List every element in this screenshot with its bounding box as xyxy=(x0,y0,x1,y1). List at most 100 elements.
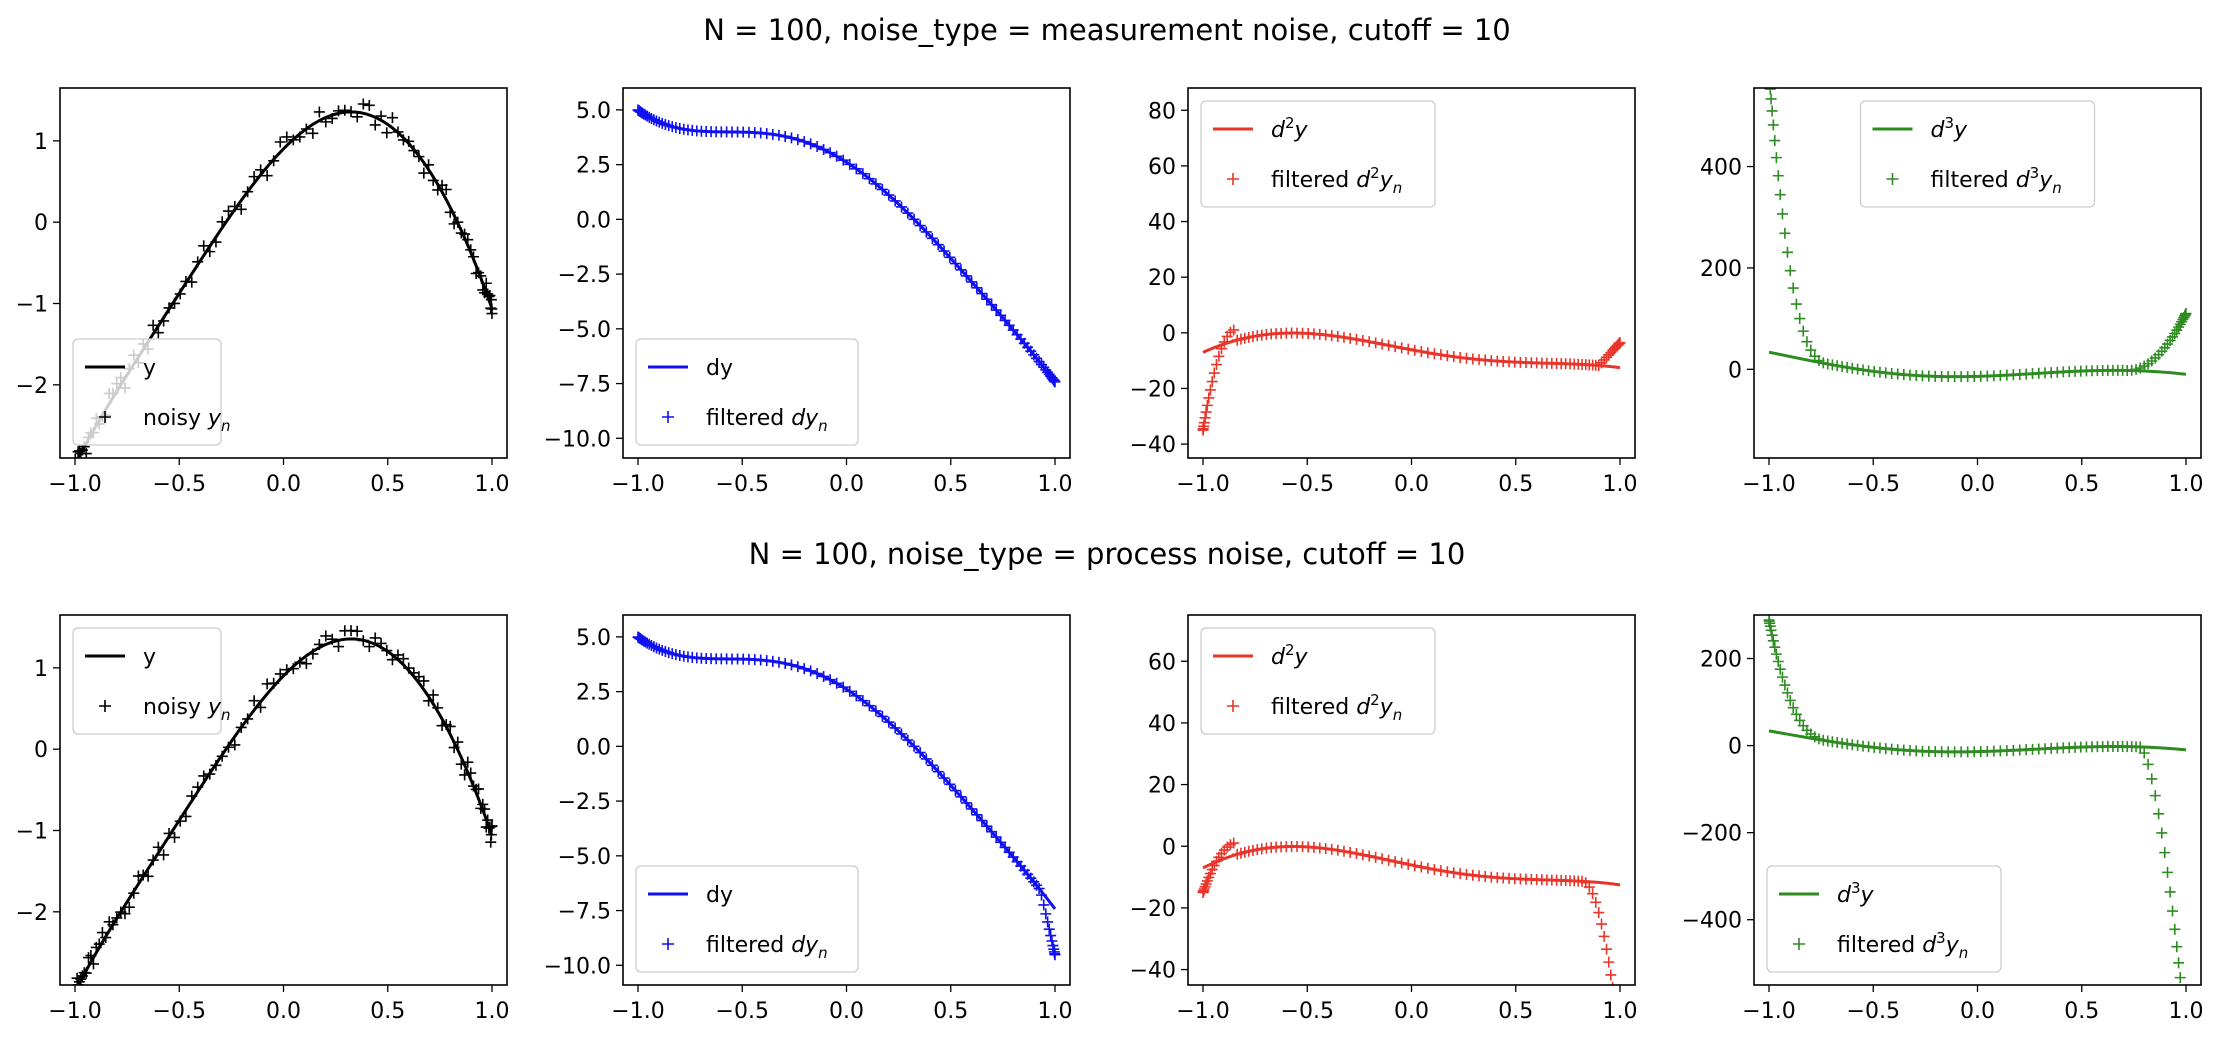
legend: d3y filtered d3yn xyxy=(1859,100,2096,208)
x-tick-label: −0.5 xyxy=(153,472,206,497)
series-marker-d3y xyxy=(1826,359,1838,371)
series-marker-d2y xyxy=(1338,845,1350,857)
series-marker-y xyxy=(74,453,77,458)
axes-frame xyxy=(1187,87,1636,459)
series-marker-d3y xyxy=(1770,648,1782,660)
series-marker-y xyxy=(255,701,267,713)
series-marker-d3y xyxy=(1787,282,1799,294)
series-marker-y xyxy=(111,912,123,924)
series-marker-dy xyxy=(896,201,908,213)
axes-frame xyxy=(1753,87,2202,459)
series-marker-y xyxy=(300,658,312,670)
series-marker-d3y xyxy=(1822,358,1834,370)
series-marker-d3y xyxy=(2153,808,2165,820)
legend-label-line: dy xyxy=(706,356,733,381)
series-marker-d2y xyxy=(1441,866,1453,878)
legend-marker-swatch xyxy=(99,411,111,423)
series-marker-dy xyxy=(870,178,882,190)
series-marker-d2y xyxy=(1596,918,1608,930)
series-marker-y xyxy=(216,750,228,762)
series-marker-y xyxy=(147,854,159,866)
series-marker-dy xyxy=(650,642,662,654)
series-marker-dy xyxy=(960,797,972,809)
series-marker-d3y xyxy=(2164,886,2176,898)
series-marker-y xyxy=(235,721,247,733)
row-title-process: N = 100, noise_type = process noise, cut… xyxy=(749,537,1466,571)
series-marker-d2y xyxy=(1428,348,1440,360)
series-marker-dy xyxy=(850,163,862,175)
series-marker-y xyxy=(326,112,338,124)
legend: y noisy yn xyxy=(72,338,231,446)
y-tick-label: 0 xyxy=(1162,835,1176,860)
series-marker-dy xyxy=(648,114,660,126)
series-marker-d2y xyxy=(1376,853,1388,865)
legend-label-markers: filtered d3yn xyxy=(1931,164,2062,197)
series-marker-d3y xyxy=(1790,298,1802,310)
series-marker-y xyxy=(73,976,85,985)
series-marker-dy xyxy=(837,154,849,166)
x-tick-label: −0.5 xyxy=(1281,472,1334,497)
series-marker-y xyxy=(486,820,498,832)
legend: d2y filtered d2yn xyxy=(1200,100,1436,208)
x-tick-label: −1.0 xyxy=(48,999,101,1024)
series-marker-dy xyxy=(767,128,779,140)
y-tick-label: 0.0 xyxy=(576,208,611,233)
series-marker-d2y xyxy=(1218,336,1230,348)
series-marker-dy xyxy=(1046,935,1058,947)
series-marker-dy xyxy=(645,112,657,124)
series-marker-dy xyxy=(863,700,875,712)
series-marker-d2y xyxy=(1389,856,1401,868)
series-marker-d2y xyxy=(1383,339,1395,351)
series-marker-y xyxy=(93,938,105,950)
series-marker-dy xyxy=(1038,899,1050,911)
y-tick-label: 0 xyxy=(34,211,48,236)
series-marker-y xyxy=(204,246,216,258)
y-tick-label: 40 xyxy=(1148,211,1176,236)
series-marker-d2y xyxy=(1422,862,1434,874)
series-marker-d3y xyxy=(1852,363,1864,375)
y-tick-label: 2.5 xyxy=(576,681,611,706)
series-marker-d3y xyxy=(2162,866,2174,878)
series-marker-y xyxy=(242,713,254,725)
series-marker-y xyxy=(85,950,97,962)
series-marker-y xyxy=(403,135,415,147)
series-marker-d2y xyxy=(1370,851,1382,863)
series-marker-y xyxy=(351,625,363,637)
series-marker-d2y xyxy=(1428,863,1440,875)
axes-frame xyxy=(59,87,508,459)
y-tick-label: −20 xyxy=(1130,897,1176,922)
legend-label-line: y xyxy=(143,356,156,381)
series-marker-d2y xyxy=(1598,354,1610,366)
series-marker-y xyxy=(418,167,430,179)
series-marker-dy xyxy=(949,258,961,270)
series-marker-y xyxy=(287,663,299,675)
legend-label-line: dy xyxy=(706,883,733,908)
series-marker-d2y xyxy=(1200,406,1212,418)
series-marker-y xyxy=(320,630,332,642)
series-marker-y xyxy=(482,288,494,300)
series-marker-d3y xyxy=(1836,361,1848,373)
x-tick-label: −1.0 xyxy=(1176,999,1229,1024)
y-tick-label: −10.0 xyxy=(544,427,611,452)
series-marker-dy xyxy=(643,111,655,123)
series-marker-d2y xyxy=(1203,392,1215,404)
series-marker-y xyxy=(357,635,369,647)
x-tick-label: −0.5 xyxy=(1847,472,1900,497)
legend-label-line: d3y xyxy=(1837,879,1875,908)
series-marker-y xyxy=(268,155,280,167)
series-marker-y xyxy=(452,216,464,228)
series-marker-dy xyxy=(955,791,967,803)
series-marker-y xyxy=(242,186,254,198)
subplot-measurement-y: −1.0 −0.5 0.0 0.5 1.0 −2 −1 0 1 y noisy yn xyxy=(16,87,510,497)
series-marker-dy xyxy=(896,728,908,740)
series-marker-y xyxy=(248,695,260,707)
series-marker-y xyxy=(357,98,369,110)
series-marker-d3y xyxy=(1774,189,1786,201)
legend-label-markers: filtered dyn xyxy=(706,406,828,435)
x-tick-label: 0.0 xyxy=(1394,472,1429,497)
series-marker-d2y xyxy=(1402,343,1414,355)
series-marker-dy xyxy=(773,656,785,668)
series-marker-y xyxy=(248,171,260,183)
series-marker-y xyxy=(307,648,319,660)
series-marker-dy xyxy=(914,220,926,232)
